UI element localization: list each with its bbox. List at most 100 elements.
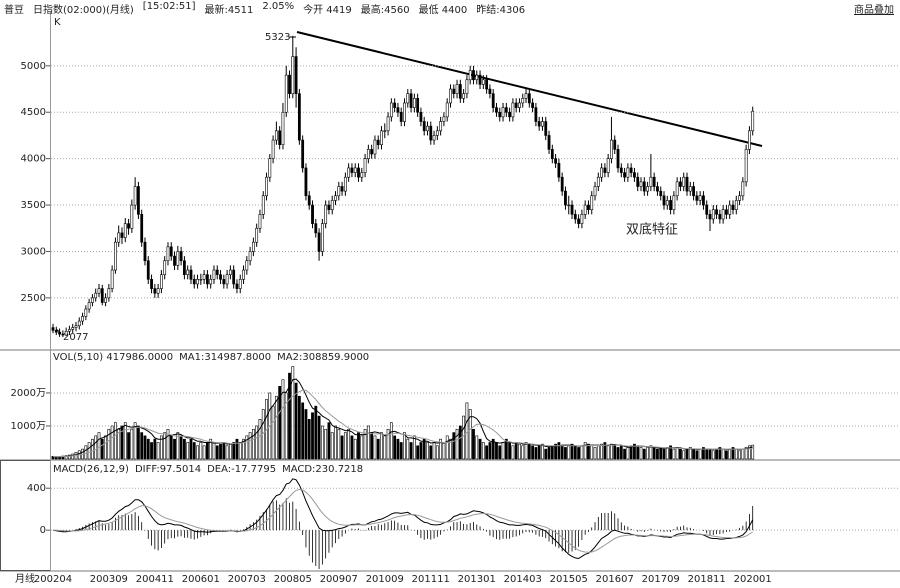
candle-body [435, 130, 439, 136]
candle-body [531, 102, 535, 108]
volume-bar [120, 425, 124, 460]
volume-bar [100, 438, 104, 460]
candle-body [495, 107, 498, 113]
candle-body [278, 130, 282, 146]
candle-body [153, 288, 157, 294]
volume-bar [537, 445, 541, 460]
volume-bar [744, 447, 748, 460]
volume-bar [183, 438, 186, 460]
volume-bar [94, 435, 98, 460]
marks: 2500300035004000450050001000万2000万VOL(5,… [11, 35, 900, 585]
candle-body [511, 102, 515, 118]
candle-body [376, 139, 380, 146]
volume-bar [688, 447, 692, 460]
volume-bar [593, 447, 597, 460]
volume-bar [373, 435, 377, 460]
volume-bar [603, 442, 607, 460]
candle-body [81, 316, 84, 322]
candle-body [373, 139, 377, 155]
candle-body [403, 102, 406, 122]
candle-body [675, 181, 679, 197]
overlay-button[interactable]: 商品叠加 [854, 5, 894, 16]
volume-bar [363, 428, 367, 460]
volume-bar [248, 432, 252, 460]
header-item: [15:02:51] [142, 1, 196, 12]
volume-bar [294, 382, 298, 460]
candle-body [199, 279, 203, 281]
y-tick-label: 2000万 [11, 388, 46, 399]
volume-bar [416, 445, 420, 460]
volume-bar [485, 445, 489, 460]
volume-bar [271, 405, 275, 460]
candle-body [603, 167, 607, 173]
trend-line [296, 31, 763, 147]
volume-bar [209, 438, 213, 460]
volume-bar [343, 432, 347, 460]
candle-body [478, 74, 482, 85]
x-tick-label: 200309 [90, 574, 128, 585]
volume-bar [527, 443, 531, 460]
candle-body [94, 292, 98, 299]
volume-bar [731, 447, 735, 460]
volume-bar [511, 445, 515, 460]
volume-bar [87, 442, 91, 460]
volume-bar [422, 438, 426, 460]
candle-body [202, 274, 206, 280]
candle-body [439, 121, 443, 132]
candle-body [281, 111, 285, 146]
volume-bar [682, 450, 686, 460]
candle-body [721, 209, 725, 220]
volume-bar [675, 447, 679, 460]
volume-bar [212, 442, 216, 460]
candle-body [412, 98, 416, 108]
candle-body [596, 176, 600, 187]
volume-bar [465, 402, 469, 460]
volume-bar [656, 448, 659, 460]
candle-body [396, 107, 400, 113]
volume-bar [669, 445, 672, 460]
volume-bar [649, 445, 653, 460]
volume-bar [600, 443, 603, 460]
candle-body [748, 130, 751, 150]
volume-bar [439, 438, 443, 460]
volume-bar [160, 435, 163, 460]
candle-body [626, 167, 630, 178]
candle-body [232, 269, 236, 285]
candle-body [350, 167, 354, 173]
volume-bar [71, 453, 75, 460]
candle-body [432, 135, 436, 141]
volume-bar [455, 428, 459, 460]
x-tick-label: 201505 [550, 574, 588, 585]
candle-body [708, 214, 712, 220]
volume-bar [715, 448, 718, 460]
candle-body [488, 88, 492, 94]
volume-bar [357, 432, 360, 460]
candle-body [100, 288, 104, 303]
volume-bar [452, 432, 456, 460]
candle-body [110, 269, 114, 289]
candle-body [317, 232, 321, 252]
y-tick-label: 1000万 [11, 421, 46, 432]
candle-body [590, 195, 594, 211]
candle-body [688, 186, 692, 192]
candle-body [255, 227, 259, 243]
candle-body [370, 149, 374, 155]
volume-bar [324, 428, 328, 460]
volume-bar [544, 448, 548, 460]
candle-body [320, 223, 324, 252]
volume-bar [426, 442, 429, 460]
volume-bar [472, 428, 475, 460]
volume-bar [376, 438, 380, 460]
candle-body [498, 111, 502, 118]
volume-bar [192, 442, 196, 460]
candle-body [652, 176, 656, 187]
candle-body [120, 232, 124, 238]
volume-bar [153, 438, 157, 460]
candle-body [600, 167, 603, 178]
candle-body [330, 200, 334, 211]
volume-bar [623, 448, 626, 460]
candle-body [665, 200, 669, 206]
candle-body [77, 320, 81, 327]
candle-body [137, 186, 140, 215]
volume-bar [616, 447, 620, 460]
